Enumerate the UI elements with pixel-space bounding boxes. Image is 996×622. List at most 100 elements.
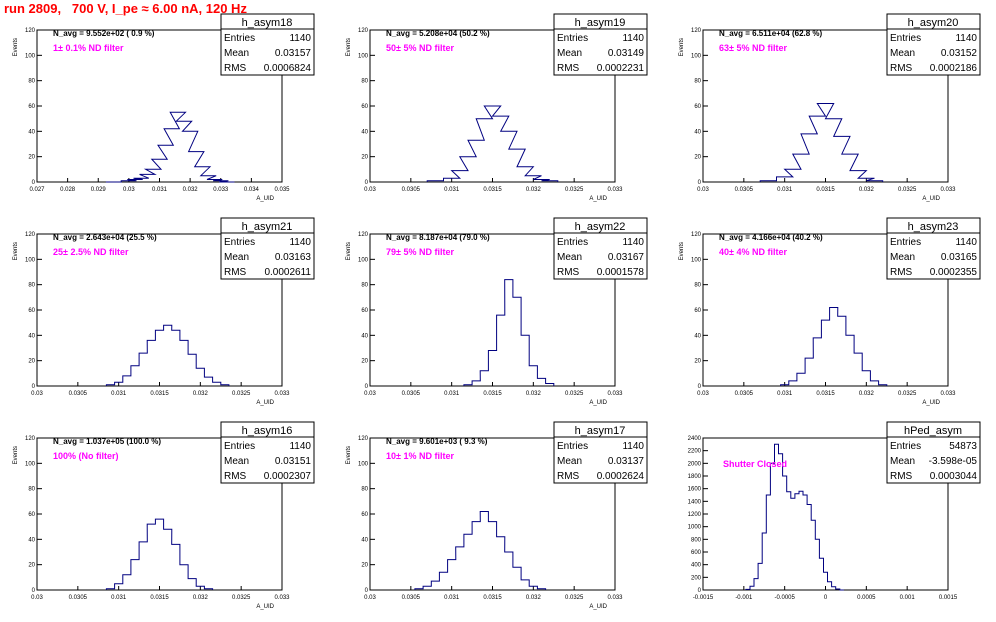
stats-value: 0.0003044 [930, 471, 978, 482]
histogram-line [414, 511, 547, 590]
histogram-line [426, 105, 559, 182]
y-tick-label: 80 [361, 487, 368, 493]
x-tick-label: 0.033 [274, 391, 290, 397]
histogram-line [745, 443, 844, 591]
stats-label: RMS [890, 267, 913, 278]
histogram-line [105, 518, 214, 590]
stats-label: RMS [557, 267, 580, 278]
stats-label: RMS [224, 471, 247, 482]
y-tick-label: 0 [32, 180, 36, 186]
x-tick-label: 0.033 [940, 187, 956, 193]
x-tick-label: 0.0325 [898, 187, 917, 193]
x-tick-label: 0.0305 [69, 391, 88, 397]
x-tick-label: 0.0305 [402, 187, 421, 193]
stats-title: hPed_asym [904, 425, 962, 437]
stats-value: 1140 [622, 237, 644, 248]
stats-box [553, 421, 648, 484]
y-axis-label: Events [13, 446, 19, 464]
x-tick-label: 0.032 [193, 595, 209, 601]
y-tick-label: 20 [28, 359, 35, 365]
x-tick-label: 0.0315 [483, 187, 502, 193]
stats-title: h_asym23 [908, 221, 959, 233]
stats-label: Entries [890, 33, 921, 44]
y-axis-label: Events [346, 446, 352, 464]
x-axis-label: A_UID [256, 400, 274, 406]
y-tick-label: 60 [694, 308, 701, 314]
y-tick-label: 1800 [688, 474, 702, 480]
x-tick-label: 0.03 [31, 391, 43, 397]
x-tick-label: 0.001 [900, 595, 916, 601]
y-tick-label: 40 [361, 129, 368, 135]
x-tick-label: 0.0305 [402, 595, 421, 601]
stats-value: 0.0002186 [930, 63, 978, 74]
stats-label: RMS [890, 471, 913, 482]
run-title: run 2809, 700 V, I_pe ≈ 6.00 nA, 120 Hz [4, 1, 247, 16]
histogram-panel: 0.03 0.0305 0.031 0.0315 0.032 0.0325 0.033 0 20… [346, 217, 648, 406]
y-tick-label: 0 [365, 384, 369, 390]
y-tick-label: 60 [28, 512, 35, 518]
y-tick-label: 120 [25, 232, 36, 238]
x-axis-label: A_UID [589, 604, 607, 610]
y-tick-label: 400 [691, 563, 702, 569]
navg-label: N_avg = 9.552e+02 ( 0.9 %) [53, 29, 155, 38]
x-tick-label: 0.0315 [816, 391, 835, 397]
x-tick-label: 0.028 [60, 187, 76, 193]
x-tick-label: 0.03 [364, 187, 376, 193]
x-tick-label: 0.03 [31, 595, 43, 601]
x-tick-label: 0.0315 [150, 391, 169, 397]
y-tick-label: 120 [691, 28, 702, 34]
stats-value: 0.0002355 [930, 267, 978, 278]
y-tick-label: 60 [361, 308, 368, 314]
x-tick-label: 0.032 [526, 391, 542, 397]
x-tick-label: 0.031 [444, 595, 460, 601]
filter-note: 63± 5% ND filter [719, 43, 787, 53]
stats-value: 0.03163 [275, 252, 312, 263]
stats-value: 1140 [622, 33, 644, 44]
stats-value: 0.0002611 [264, 267, 311, 278]
x-tick-label: 0.0325 [565, 595, 584, 601]
histogram-panel: 0.027 0.028 0.029 0.03 0.031 0.032 0.033 0.034 0… [13, 13, 315, 202]
y-tick-label: 20 [361, 359, 368, 365]
y-tick-label: 120 [358, 436, 369, 442]
stats-box [220, 13, 315, 76]
stats-label: Entries [557, 237, 588, 248]
x-tick-label: 0.0325 [232, 595, 251, 601]
y-axis-label: Events [346, 38, 352, 56]
stats-value: 0.03165 [941, 252, 978, 263]
y-tick-label: 80 [361, 79, 368, 85]
histogram-panel: -0.0015 -0.001 -0.0005 0 0.0005 0.001 0.0015 0 2… [688, 421, 981, 601]
stats-value: 0.0002624 [597, 471, 645, 482]
stats-label: RMS [224, 267, 247, 278]
y-tick-label: 100 [691, 257, 702, 263]
x-tick-label: 0.0315 [483, 391, 502, 397]
stats-value: 1140 [622, 441, 644, 452]
histogram-panel: 0.03 0.0305 0.031 0.0315 0.032 0.0325 0.033 0 20… [346, 13, 648, 202]
stats-label: RMS [224, 63, 247, 74]
filter-note: 40± 4% ND filter [719, 247, 787, 257]
y-tick-label: 120 [358, 28, 369, 34]
stats-value: 1140 [955, 33, 977, 44]
stats-label: Entries [224, 237, 255, 248]
stats-title: h_asym22 [575, 221, 626, 233]
x-tick-label: 0.0015 [939, 595, 958, 601]
x-tick-label: 0.032 [526, 187, 542, 193]
x-tick-label: 0 [824, 595, 828, 601]
x-tick-label: 0.033 [607, 595, 623, 601]
y-tick-label: 2000 [688, 461, 702, 467]
y-axis-label: Events [13, 38, 19, 56]
x-tick-label: 0.033 [607, 391, 623, 397]
y-tick-label: 20 [694, 155, 701, 161]
stats-label: Mean [557, 252, 582, 263]
stats-value: 0.03149 [608, 48, 645, 59]
y-tick-label: 80 [28, 487, 35, 493]
stats-label: Mean [224, 48, 249, 59]
histogram-line [759, 103, 884, 182]
y-tick-label: 2200 [688, 449, 702, 455]
x-tick-label: 0.031 [111, 595, 127, 601]
y-tick-label: 1600 [688, 487, 702, 493]
y-tick-label: 100 [691, 53, 702, 59]
x-axis-label: A_UID [589, 196, 607, 202]
y-tick-label: 40 [28, 129, 35, 135]
stats-title: h_asym19 [575, 17, 626, 29]
stats-label: Entries [557, 441, 588, 452]
